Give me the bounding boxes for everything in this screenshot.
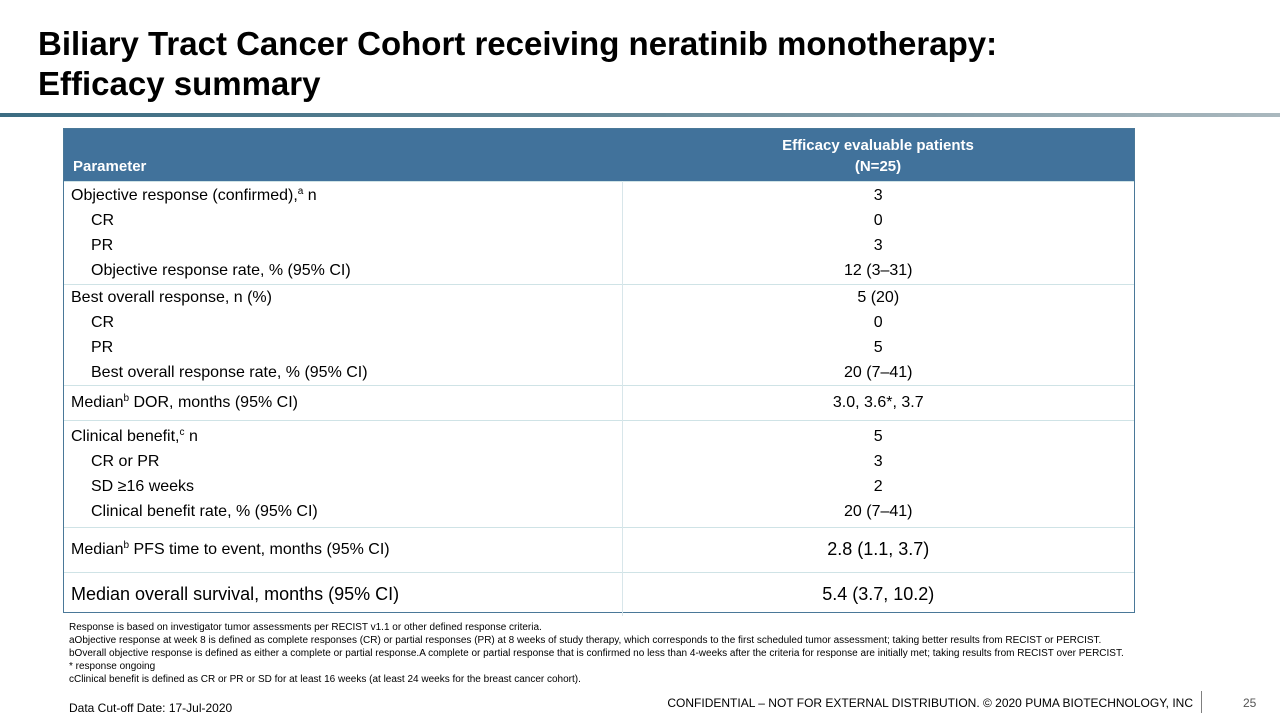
table-cell-label: Medianb PFS time to event, months (95% C… (64, 526, 623, 572)
data-cutoff-date: Data Cut-off Date: 17-Jul-2020 (69, 701, 233, 715)
row-label: Objective response (confirmed),a n (71, 185, 317, 204)
table-row-median-os: Median overall survival, months (95% CI)… (64, 571, 1134, 616)
header-efficacy: Efficacy evaluable patients (N=25) (622, 129, 1134, 181)
footnote-line: cClinical benefit is defined as CR or PR… (69, 674, 581, 685)
row-value: 0 (873, 211, 883, 229)
row-value: 0 (873, 313, 883, 331)
footnote-marker: c (179, 426, 185, 438)
footnotes: Response is based on investigator tumor … (69, 621, 1269, 686)
table-cell-label: Medianb DOR, months (95% CI) (64, 384, 623, 420)
row-value: 2.8 (1.1, 3.7) (827, 539, 930, 559)
row-label: CR (91, 211, 115, 229)
row-value: 3.0, 3.6*, 3.7 (832, 394, 924, 411)
header-parameter: Parameter (64, 129, 622, 181)
row-value: 20 (7–41) (844, 502, 913, 520)
table-cell-value: 5 3 2 20 (7–41) (622, 419, 1134, 527)
row-value: 3 (873, 236, 883, 254)
footnote-marker: a (297, 185, 304, 197)
table-row-clinical-benefit: Clinical benefit,c n CR or PR SD ≥16 wee… (64, 419, 1134, 527)
table-cell-value: 5 (20) 0 5 20 (7–41) (622, 283, 1134, 385)
footnote-marker: b (123, 393, 130, 404)
row-value: 20 (7–41) (844, 363, 913, 381)
row-value: 12 (3–31) (844, 261, 913, 279)
table-row-objective-response: Objective response (confirmed),a n CR PR… (64, 180, 1134, 284)
row-label: Clinical benefit,c n (71, 426, 198, 445)
row-value: 5 (873, 427, 883, 445)
row-label: PR (91, 338, 114, 356)
row-label: Objective response rate, % (95% CI) (91, 261, 351, 279)
footnote-marker: b (123, 540, 130, 551)
row-label: Best overall response, n (%) (71, 288, 272, 306)
table-cell-value: 5.4 (3.7, 10.2) (622, 571, 1134, 616)
title-divider (0, 113, 1280, 117)
row-value: 3 (873, 452, 883, 470)
table-row-median-dor: Medianb DOR, months (95% CI) 3.0, 3.6*, … (64, 384, 1134, 420)
row-label: Clinical benefit rate, % (95% CI) (91, 502, 318, 520)
table-cell-value: 3 0 3 12 (3–31) (622, 180, 1134, 284)
row-value: 5 (873, 338, 883, 356)
row-value: 5.4 (3.7, 10.2) (822, 583, 935, 604)
table-cell-label: Objective response (confirmed),a n CR PR… (64, 180, 623, 284)
footnote-line: bOverall objective response is defined a… (69, 648, 1124, 659)
row-label: CR (91, 313, 115, 331)
table-header-row: Parameter Efficacy evaluable patients (N… (64, 129, 1134, 181)
efficacy-table: Parameter Efficacy evaluable patients (N… (63, 128, 1135, 616)
table-row-median-pfs: Medianb PFS time to event, months (95% C… (64, 526, 1134, 572)
page-number-divider (1201, 691, 1202, 713)
table-cell-label: Clinical benefit,c n CR or PR SD ≥16 wee… (64, 419, 623, 527)
row-label: Medianb DOR, months (95% CI) (71, 393, 298, 412)
row-label: Median overall survival, months (95% CI) (71, 583, 400, 604)
row-value: 5 (20) (857, 288, 900, 306)
row-label: Medianb PFS time to event, months (95% C… (71, 540, 390, 559)
row-value: 3 (873, 186, 883, 204)
table-cell-value: 2.8 (1.1, 3.7) (622, 526, 1134, 572)
slide-title: Biliary Tract Cancer Cohort receiving ne… (38, 24, 1238, 104)
footnote-line: Response is based on investigator tumor … (69, 622, 542, 633)
row-label: CR or PR (91, 452, 160, 470)
table-cell-label: Best overall response, n (%) CR PR Best … (64, 283, 623, 385)
row-label: SD ≥16 weeks (91, 477, 195, 495)
confidential-notice: CONFIDENTIAL – NOT FOR EXTERNAL DISTRIBU… (667, 696, 1193, 710)
table-row-best-overall-response: Best overall response, n (%) CR PR Best … (64, 283, 1134, 385)
row-value: 2 (873, 477, 883, 495)
title-line-2: Efficacy summary (38, 65, 321, 102)
page-number: 25 (1243, 696, 1257, 710)
title-line-1: Biliary Tract Cancer Cohort receiving ne… (38, 25, 998, 62)
row-label: Best overall response rate, % (95% CI) (91, 363, 368, 381)
header-efficacy-line2: (N=25) (854, 157, 902, 175)
footnote-line: * response ongoing (69, 661, 156, 672)
header-efficacy-line1: Efficacy evaluable patients (782, 136, 974, 154)
footnote-line: aObjective response at week 8 is defined… (69, 635, 1102, 646)
row-label: PR (91, 236, 114, 254)
table-cell-label: Median overall survival, months (95% CI) (64, 571, 623, 616)
table-cell-value: 3.0, 3.6*, 3.7 (622, 384, 1134, 420)
